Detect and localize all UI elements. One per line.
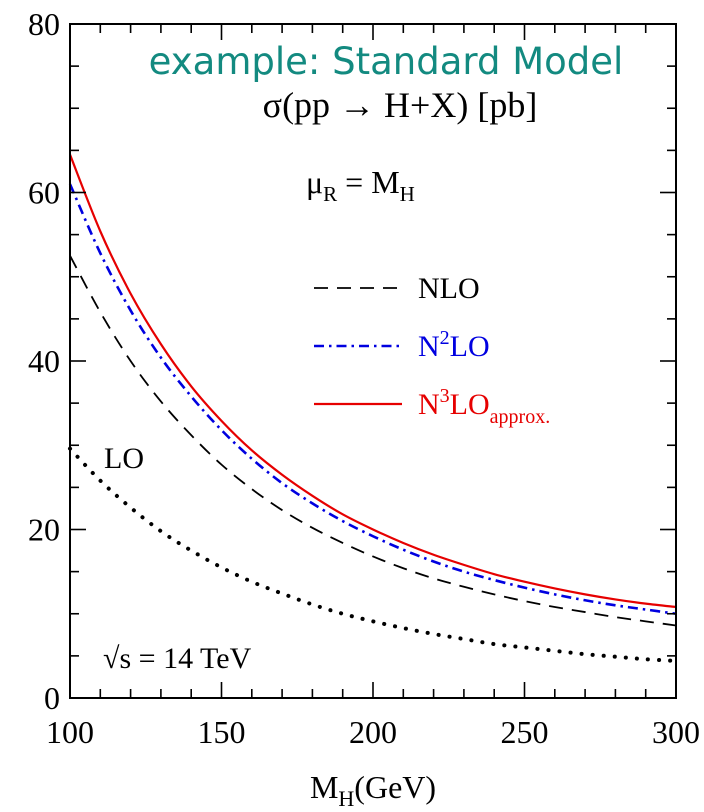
legend-nlo-label: NLO xyxy=(418,272,480,305)
x-axis-label-rest: (GeV) xyxy=(354,769,436,805)
scale-annotation-mu: μ xyxy=(306,164,323,200)
legend-n2lo-label-rest: LO xyxy=(450,330,490,363)
energy-annotation: √s = 14 TeV xyxy=(103,642,252,675)
y-tick-label: 80 xyxy=(28,6,60,42)
x-tick-label: 200 xyxy=(349,714,397,750)
scale-annotation-mid: = M xyxy=(337,164,400,200)
text-layer: 100 150 200 250 300020406080MH(GeV)example: … xyxy=(28,6,700,811)
series-line-nlo xyxy=(69,255,677,627)
legend-n3loapprox--label: N3LOapprox. xyxy=(418,385,550,428)
y-tick-label: 0 xyxy=(44,680,60,716)
x-tick-label: 300 xyxy=(652,714,700,750)
x-axis-label-main: M xyxy=(310,769,338,805)
legend-n3loapprox--label-sup: 3 xyxy=(440,385,450,407)
legend-n3loapprox--label-main: N xyxy=(418,388,440,421)
x-tick-label: 100 xyxy=(46,714,94,750)
axes-layer xyxy=(69,23,677,699)
chart-subtitle: σ(pp → H+X) [pb] xyxy=(263,85,538,125)
legend-n2lo-label-main: N xyxy=(418,330,440,363)
series-line-n2lo xyxy=(68,183,677,616)
chart-title: example: Standard Model xyxy=(149,40,624,83)
legend-n2lo-label: N2LO xyxy=(418,327,490,363)
energy-annotation-root: √ xyxy=(103,642,120,675)
scale-annotation: μR = MH xyxy=(306,164,415,206)
legend-n3loapprox--label-sub: approx. xyxy=(490,406,551,428)
x-axis-label-sub: H xyxy=(338,786,354,811)
legend-n3loapprox--label-rest: LO xyxy=(450,388,490,421)
scale-annotation-sub2: H xyxy=(400,182,415,206)
x-axis-label: MH(GeV) xyxy=(310,769,436,811)
series-line-lo xyxy=(68,446,678,663)
y-tick-label: 40 xyxy=(28,343,60,379)
series-layer xyxy=(68,154,678,663)
x-tick-label: 250 xyxy=(501,714,549,750)
chart-title-background xyxy=(144,42,628,81)
series-inline-label-lo: LO xyxy=(104,442,144,475)
energy-annotation-text: s = 14 TeV xyxy=(119,642,251,675)
scale-annotation-sub: R xyxy=(323,182,337,206)
y-tick-label: 60 xyxy=(28,175,60,211)
x-tick-label: 150 xyxy=(198,714,246,750)
y-tick-label: 20 xyxy=(28,512,60,548)
legend-n2lo-label-sup: 2 xyxy=(440,327,450,349)
series-line-n3loapprox- xyxy=(68,154,677,609)
